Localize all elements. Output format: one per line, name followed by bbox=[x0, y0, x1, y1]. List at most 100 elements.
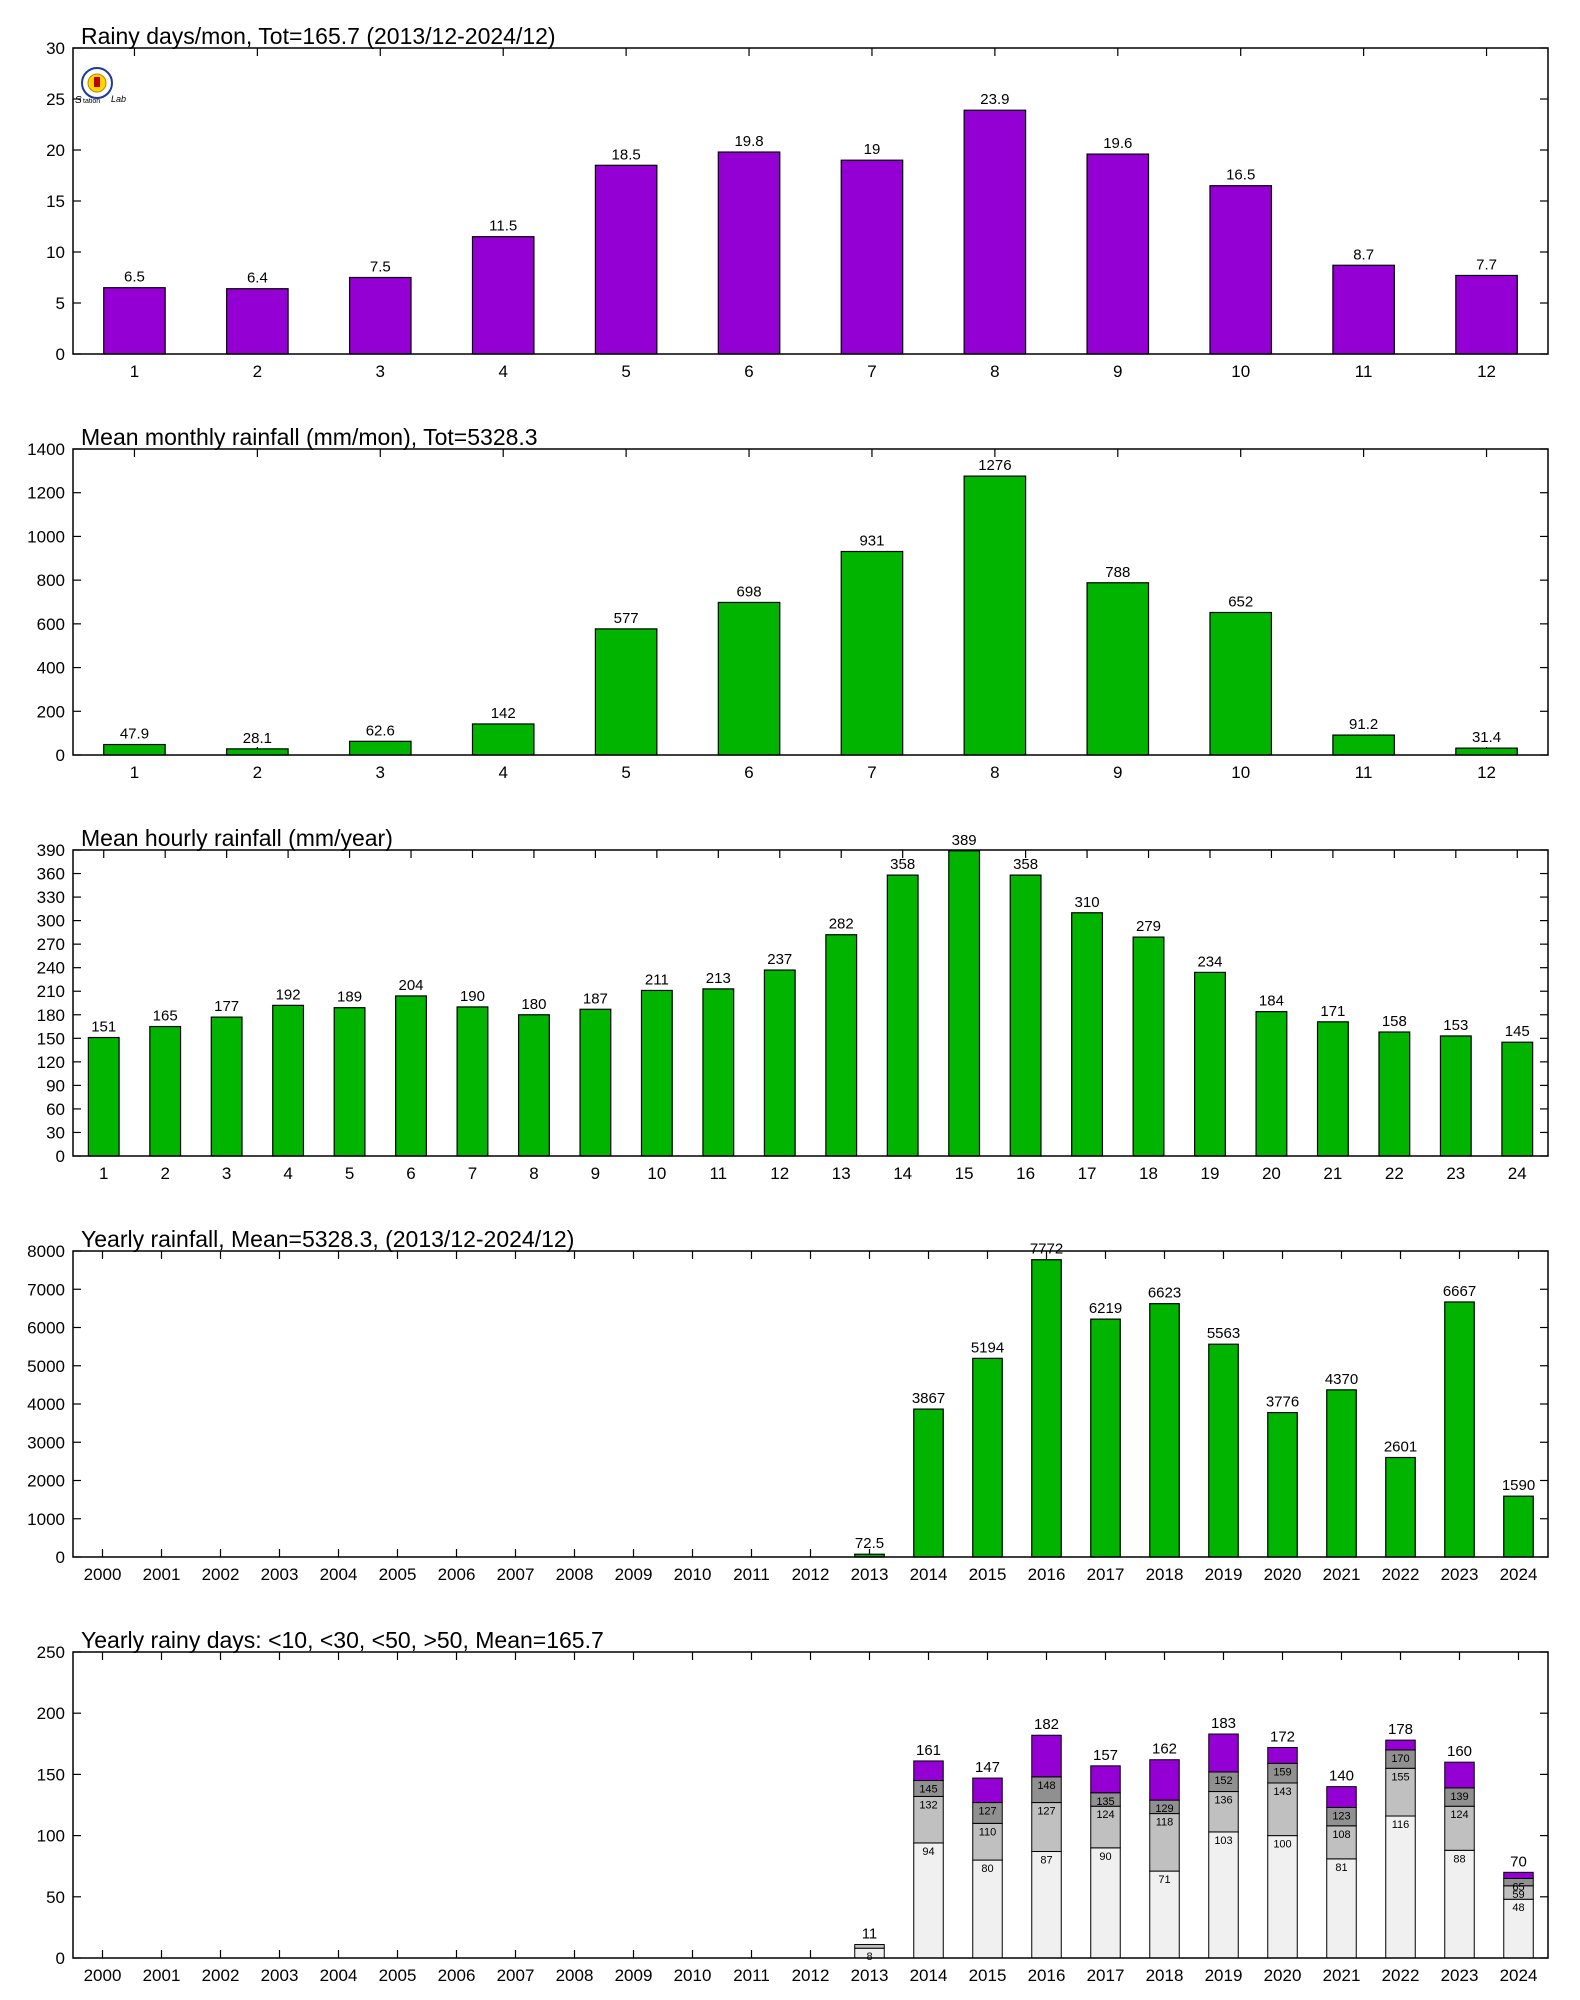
x-tick-label: 5 bbox=[621, 763, 630, 782]
bar-value-label: 19.8 bbox=[734, 133, 763, 150]
x-tick-label: 2004 bbox=[320, 1966, 358, 1985]
bar-total-label: 183 bbox=[1211, 1715, 1236, 1732]
x-tick-label: 2023 bbox=[1441, 1966, 1479, 1985]
x-tick-label: 20 bbox=[1262, 1164, 1281, 1183]
y-tick-label: 250 bbox=[37, 1643, 65, 1662]
x-tick-label: 2 bbox=[160, 1164, 169, 1183]
x-tick-label: 2002 bbox=[202, 1966, 240, 1985]
chart-title: Mean hourly rainfall (mm/year) bbox=[81, 825, 393, 851]
y-tick-label: 0 bbox=[56, 345, 65, 364]
y-tick-label: 1200 bbox=[27, 484, 65, 503]
x-tick-label: 2003 bbox=[261, 1966, 299, 1985]
bar bbox=[103, 287, 166, 355]
y-tick-label: 120 bbox=[37, 1053, 65, 1072]
bar bbox=[333, 1007, 366, 1157]
y-tick-label: 360 bbox=[37, 865, 65, 884]
x-tick-label: 2006 bbox=[438, 1565, 476, 1584]
segment-value-label: 110 bbox=[979, 1826, 997, 1838]
bar-value-label: 652 bbox=[1228, 593, 1253, 610]
stacked-segment bbox=[972, 1777, 1003, 1804]
bar bbox=[1444, 1301, 1475, 1558]
x-tick-label: 7 bbox=[867, 362, 876, 381]
bar-value-label: 189 bbox=[337, 989, 362, 1006]
y-tick-label: 330 bbox=[37, 888, 65, 907]
stacked-segment bbox=[1267, 1835, 1298, 1959]
x-tick-label: 2001 bbox=[143, 1966, 181, 1985]
bar bbox=[1209, 611, 1273, 756]
y-tick-label: 270 bbox=[37, 935, 65, 954]
bar bbox=[272, 1004, 305, 1157]
bar-value-label: 142 bbox=[491, 705, 516, 722]
x-tick-label: 2006 bbox=[438, 1966, 476, 1985]
y-tick-label: 2000 bbox=[27, 1472, 65, 1491]
bar bbox=[594, 628, 658, 756]
stacked-segment bbox=[1444, 1805, 1475, 1851]
x-tick-label: 2015 bbox=[969, 1565, 1007, 1584]
bar-value-label: 358 bbox=[1013, 856, 1038, 873]
plot-frame bbox=[72, 448, 1549, 756]
bar bbox=[1090, 1318, 1121, 1558]
x-tick-label: 2024 bbox=[1500, 1565, 1538, 1584]
segment-value-label: 108 bbox=[1332, 1829, 1350, 1841]
x-tick-label: 2010 bbox=[674, 1565, 712, 1584]
x-tick-label: 3 bbox=[376, 362, 385, 381]
bar bbox=[1071, 912, 1104, 1157]
bar bbox=[840, 550, 904, 756]
segment-value-label: 139 bbox=[1450, 1791, 1468, 1803]
bar-value-label: 145 bbox=[1505, 1023, 1530, 1040]
y-tick-label: 30 bbox=[46, 1123, 65, 1142]
segment-value-label: 71 bbox=[1158, 1874, 1170, 1886]
x-tick-label: 24 bbox=[1508, 1164, 1527, 1183]
bar-value-label: 6.4 bbox=[247, 270, 268, 287]
bar-value-label: 213 bbox=[706, 970, 731, 987]
chart-panel-2: Mean monthly rainfall (mm/mon), Tot=5328… bbox=[27, 424, 1549, 782]
segment-value-label: 94 bbox=[922, 1846, 934, 1858]
segment-value-label: 148 bbox=[1037, 1780, 1055, 1792]
bar-value-label: 184 bbox=[1259, 993, 1284, 1010]
chart-title: Yearly rainfall, Mean=5328.3, (2013/12-2… bbox=[81, 1226, 574, 1252]
bar bbox=[1208, 1343, 1239, 1558]
bar bbox=[471, 723, 535, 756]
segment-value-label: 145 bbox=[919, 1784, 937, 1796]
bar bbox=[1378, 1031, 1411, 1157]
segment-value-label: 123 bbox=[1332, 1810, 1350, 1822]
bar-value-label: 8.7 bbox=[1353, 246, 1374, 263]
x-tick-label: 4 bbox=[283, 1164, 292, 1183]
y-tick-label: 200 bbox=[37, 1704, 65, 1723]
y-tick-label: 20 bbox=[46, 141, 65, 160]
bar-total-label: 70 bbox=[1510, 1853, 1527, 1870]
x-tick-label: 2010 bbox=[674, 1966, 712, 1985]
segment-value-label: 81 bbox=[1335, 1862, 1347, 1874]
bar bbox=[348, 740, 412, 756]
x-tick-label: 2008 bbox=[556, 1966, 594, 1985]
y-tick-label: 200 bbox=[37, 702, 65, 721]
y-tick-label: 4000 bbox=[27, 1395, 65, 1414]
y-tick-label: 5000 bbox=[27, 1357, 65, 1376]
y-tick-label: 180 bbox=[37, 1006, 65, 1025]
chart-panel-1: Rainy days/mon, Tot=165.7 (2013/12-2024/… bbox=[46, 23, 1549, 381]
bar-value-label: 28.1 bbox=[243, 730, 272, 747]
x-tick-label: 2000 bbox=[84, 1966, 122, 1985]
x-tick-label: 2008 bbox=[556, 1565, 594, 1584]
plot-frame bbox=[72, 1651, 1549, 1959]
segment-value-label: 129 bbox=[1155, 1803, 1173, 1815]
x-tick-label: 2000 bbox=[84, 1565, 122, 1584]
x-tick-label: 22 bbox=[1385, 1164, 1404, 1183]
x-tick-label: 2013 bbox=[851, 1966, 889, 1985]
bar bbox=[579, 1008, 612, 1157]
plot-frame bbox=[72, 1250, 1549, 1558]
bar bbox=[1209, 185, 1273, 355]
x-tick-label: 4 bbox=[498, 763, 507, 782]
stacked-segment bbox=[1208, 1831, 1239, 1959]
x-tick-label: 2021 bbox=[1323, 1966, 1361, 1985]
bar bbox=[763, 969, 796, 1157]
bar-value-label: 18.5 bbox=[612, 146, 641, 163]
bar-value-label: 153 bbox=[1443, 1017, 1468, 1034]
bar bbox=[226, 288, 289, 355]
bar bbox=[1086, 582, 1150, 756]
bar bbox=[640, 989, 673, 1157]
bar-value-label: 31.4 bbox=[1472, 729, 1501, 746]
stacked-segment bbox=[1444, 1761, 1475, 1789]
bar bbox=[963, 475, 1027, 756]
